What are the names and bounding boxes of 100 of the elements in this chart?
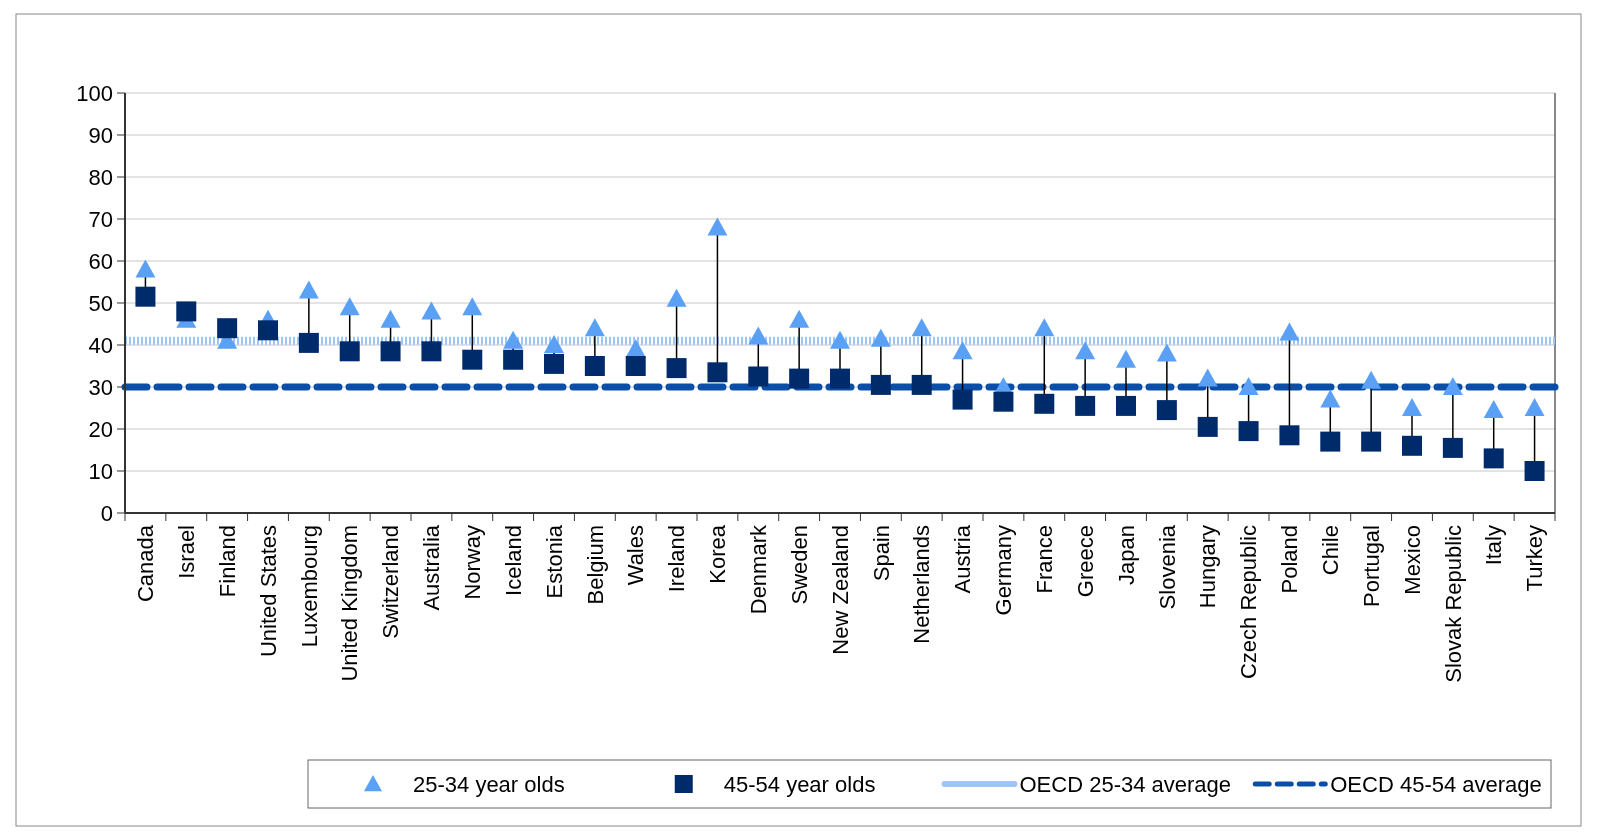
point bbox=[1442, 377, 1463, 395]
point bbox=[421, 301, 442, 320]
point bbox=[1524, 461, 1545, 481]
x-tick-label: Australia bbox=[419, 524, 445, 611]
point bbox=[1320, 431, 1341, 452]
legend-label: 25-34 year olds bbox=[413, 771, 565, 797]
point bbox=[380, 341, 401, 362]
point bbox=[503, 330, 524, 349]
point bbox=[707, 217, 728, 236]
point bbox=[1075, 395, 1096, 416]
point bbox=[1116, 395, 1136, 416]
point bbox=[298, 280, 319, 299]
x-tick-label: Mexico bbox=[1399, 525, 1425, 595]
x-tick-label: Belgium bbox=[582, 525, 608, 605]
x-tick-label: Estonia bbox=[541, 524, 567, 599]
x-tick-label: Iceland bbox=[500, 525, 526, 596]
legend-label: OECD 45-54 average bbox=[1330, 771, 1542, 797]
point bbox=[421, 341, 442, 362]
point bbox=[1279, 425, 1300, 446]
y-tick-label: 20 bbox=[88, 416, 113, 442]
point bbox=[789, 309, 810, 328]
point bbox=[1034, 318, 1055, 337]
point bbox=[1156, 343, 1177, 362]
point bbox=[1361, 370, 1382, 389]
y-tick-label: 70 bbox=[88, 206, 113, 232]
point bbox=[298, 332, 319, 353]
y-tick-label: 40 bbox=[88, 332, 113, 358]
point bbox=[911, 318, 932, 337]
point bbox=[1524, 398, 1545, 416]
y-tick-label: 80 bbox=[88, 164, 113, 190]
point bbox=[1402, 398, 1422, 416]
point bbox=[870, 374, 891, 395]
x-tick-label: Portugal bbox=[1358, 525, 1384, 607]
x-tick-label: Sweden bbox=[786, 525, 812, 605]
legend-label: OECD 25-34 average bbox=[1019, 771, 1232, 797]
point bbox=[625, 356, 646, 376]
point bbox=[462, 349, 483, 370]
x-tick-label: Hungary bbox=[1195, 525, 1221, 609]
point bbox=[993, 391, 1014, 412]
x-tick-label: Spain bbox=[868, 525, 894, 582]
x-tick-label: France bbox=[1031, 525, 1057, 594]
x-tick-label: Austria bbox=[950, 524, 976, 594]
point bbox=[584, 318, 605, 337]
x-tick-label: Norway bbox=[459, 525, 485, 600]
point bbox=[1116, 349, 1136, 368]
x-tick-label: United Kingdom bbox=[337, 525, 363, 682]
point bbox=[1197, 368, 1218, 387]
legend-label: 45-54 year olds bbox=[723, 771, 876, 797]
point bbox=[258, 320, 278, 341]
y-tick-label: 50 bbox=[88, 290, 113, 316]
y-tick-label: 100 bbox=[76, 80, 113, 106]
x-tick-label: Slovenia bbox=[1154, 524, 1180, 610]
x-tick-label: New Zealand bbox=[827, 525, 853, 655]
x-tick-label: Ireland bbox=[664, 525, 690, 593]
point bbox=[339, 341, 360, 362]
x-tick-label: United States bbox=[255, 525, 281, 658]
point bbox=[952, 341, 973, 360]
point bbox=[380, 309, 401, 328]
point bbox=[1034, 393, 1055, 414]
point bbox=[544, 353, 564, 374]
x-tick-label: Korea bbox=[705, 524, 731, 584]
x-tick-label: Greece bbox=[1072, 525, 1098, 598]
point bbox=[544, 335, 564, 353]
point bbox=[666, 358, 687, 379]
y-tick-label: 90 bbox=[88, 122, 113, 148]
point bbox=[1197, 416, 1218, 437]
y-tick-label: 60 bbox=[88, 248, 113, 274]
x-tick-label: Chile bbox=[1317, 525, 1343, 576]
x-tick-label: Wales bbox=[623, 525, 649, 586]
point bbox=[462, 297, 483, 316]
x-tick-label: Turkey bbox=[1522, 525, 1548, 592]
point bbox=[584, 356, 605, 376]
point bbox=[748, 366, 769, 387]
point bbox=[217, 318, 238, 339]
point bbox=[1238, 377, 1259, 395]
x-tick-label: Denmark bbox=[745, 524, 771, 615]
y-tick-label: 0 bbox=[100, 500, 113, 526]
x-tick-label: Poland bbox=[1277, 525, 1303, 594]
x-tick-label: Canada bbox=[133, 524, 159, 603]
point bbox=[952, 389, 973, 410]
point bbox=[1483, 448, 1504, 469]
x-tick-label: Japan bbox=[1113, 525, 1139, 585]
point bbox=[135, 259, 156, 278]
x-tick-label: Israel bbox=[173, 525, 199, 579]
point bbox=[870, 328, 891, 347]
x-tick-label: Italy bbox=[1481, 525, 1507, 566]
point bbox=[748, 326, 769, 345]
x-tick-label: Finland bbox=[214, 525, 240, 598]
point bbox=[911, 374, 932, 395]
point bbox=[1442, 437, 1463, 458]
x-tick-label: Slovak Republic bbox=[1440, 525, 1466, 683]
point bbox=[666, 288, 687, 307]
y-tick-label: 30 bbox=[88, 374, 113, 400]
x-tick-label: Germany bbox=[991, 525, 1017, 616]
x-tick-label: Netherlands bbox=[909, 525, 935, 644]
point bbox=[1361, 431, 1382, 452]
point bbox=[1156, 400, 1177, 421]
point bbox=[135, 286, 156, 307]
point bbox=[176, 301, 197, 322]
point bbox=[789, 368, 810, 389]
